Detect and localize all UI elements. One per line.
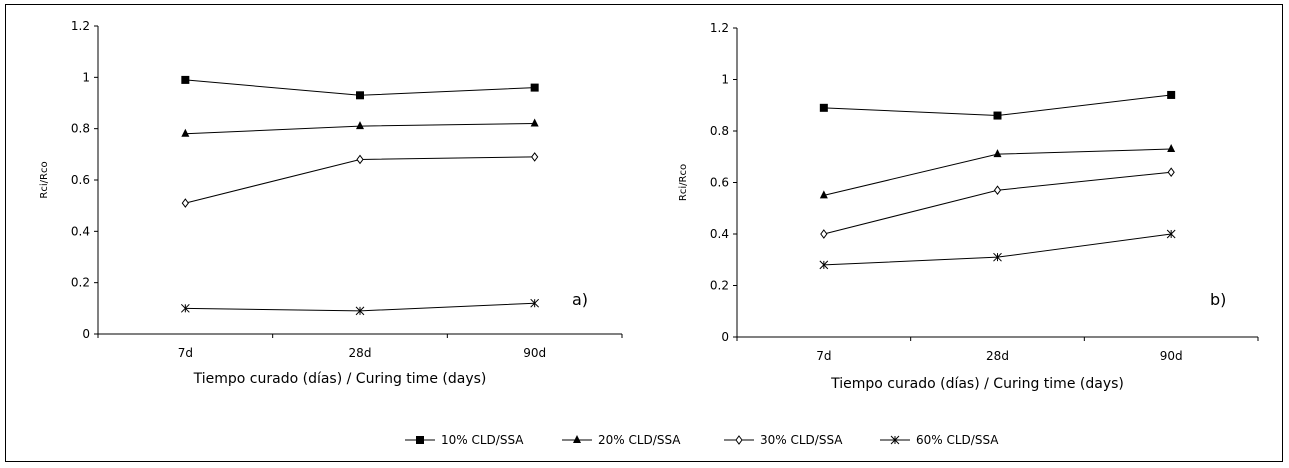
data-point — [181, 129, 189, 137]
y-axis-title: Rci/Rco — [39, 161, 50, 198]
data-point — [357, 155, 363, 163]
y-tick-label: 0.8 — [710, 124, 729, 138]
legend-item: 10% CLD/SSA — [405, 433, 524, 447]
x-tick-label: 28d — [986, 349, 1009, 363]
legend: 10% CLD/SSA 20% CLD/SSA 30% CLD/SSA 60% CLD… — [405, 433, 999, 447]
data-point — [1167, 91, 1175, 99]
legend-item: 60% CLD/SSA — [880, 433, 999, 447]
data-point — [531, 84, 539, 92]
x-tick-label: 7d — [816, 349, 831, 363]
data-point — [532, 153, 538, 161]
y-tick-label: 0.8 — [71, 122, 90, 136]
y-tick-label: 0.6 — [71, 173, 90, 187]
legend-label: 10% CLD/SSA — [441, 433, 524, 447]
x-axis-title: Tiempo curado (días) / Curing time (days… — [193, 371, 487, 387]
legend-item: 20% CLD/SSA — [562, 433, 681, 447]
legend-marker — [736, 436, 742, 444]
legend-label: 30% CLD/SSA — [760, 433, 843, 447]
legend-item: 30% CLD/SSA — [724, 433, 843, 447]
y-tick-label: 0.2 — [710, 279, 729, 293]
chart-panel-1: 0 0.2 0.4 0.6 0.8 1 1.2 7d 28d 90d Tiempo curado (… — [39, 19, 622, 387]
y-tick-label: 1 — [721, 73, 729, 87]
legend-label: 20% CLD/SSA — [598, 433, 681, 447]
y-tick-label: 0 — [721, 330, 729, 344]
data-point — [1167, 144, 1175, 152]
legend-label: 60% CLD/SSA — [916, 433, 999, 447]
y-axis-title: Rci/Rco — [678, 164, 689, 201]
data-point — [182, 199, 188, 207]
y-tick-label: 0.4 — [710, 227, 729, 241]
data-point — [531, 119, 539, 127]
data-point — [1168, 168, 1174, 176]
legend-marker — [573, 435, 581, 443]
x-axis-title: Tiempo curado (días) / Curing time (days… — [830, 376, 1124, 392]
y-tick-label: 1.2 — [710, 21, 729, 35]
data-point — [356, 121, 364, 129]
chart-panel-2: 0 0.2 0.4 0.6 0.8 1 1.2 7d 28d 90d Tiempo curado (… — [678, 21, 1258, 392]
x-tick-label: 90d — [523, 346, 546, 360]
y-tick-label: 1.2 — [71, 19, 90, 33]
x-tick-label: 90d — [1160, 349, 1183, 363]
x-tick-label: 28d — [349, 346, 372, 360]
data-point — [820, 104, 828, 112]
y-tick-label: 0.6 — [710, 176, 729, 190]
y-tick-label: 1 — [82, 70, 90, 84]
y-tick-label: 0.4 — [71, 224, 90, 238]
series-line-3 — [824, 172, 1171, 234]
data-point — [995, 186, 1001, 194]
data-point — [821, 230, 827, 238]
panel-label: a) — [572, 290, 588, 309]
x-tick-label: 7d — [178, 346, 193, 360]
y-tick-label: 0 — [82, 327, 90, 341]
data-point — [181, 76, 189, 84]
panel-label: b) — [1210, 290, 1226, 309]
legend-marker — [416, 436, 424, 444]
data-point — [994, 149, 1002, 157]
data-point — [356, 91, 364, 99]
data-point — [994, 112, 1002, 120]
y-tick-label: 0.2 — [71, 276, 90, 290]
